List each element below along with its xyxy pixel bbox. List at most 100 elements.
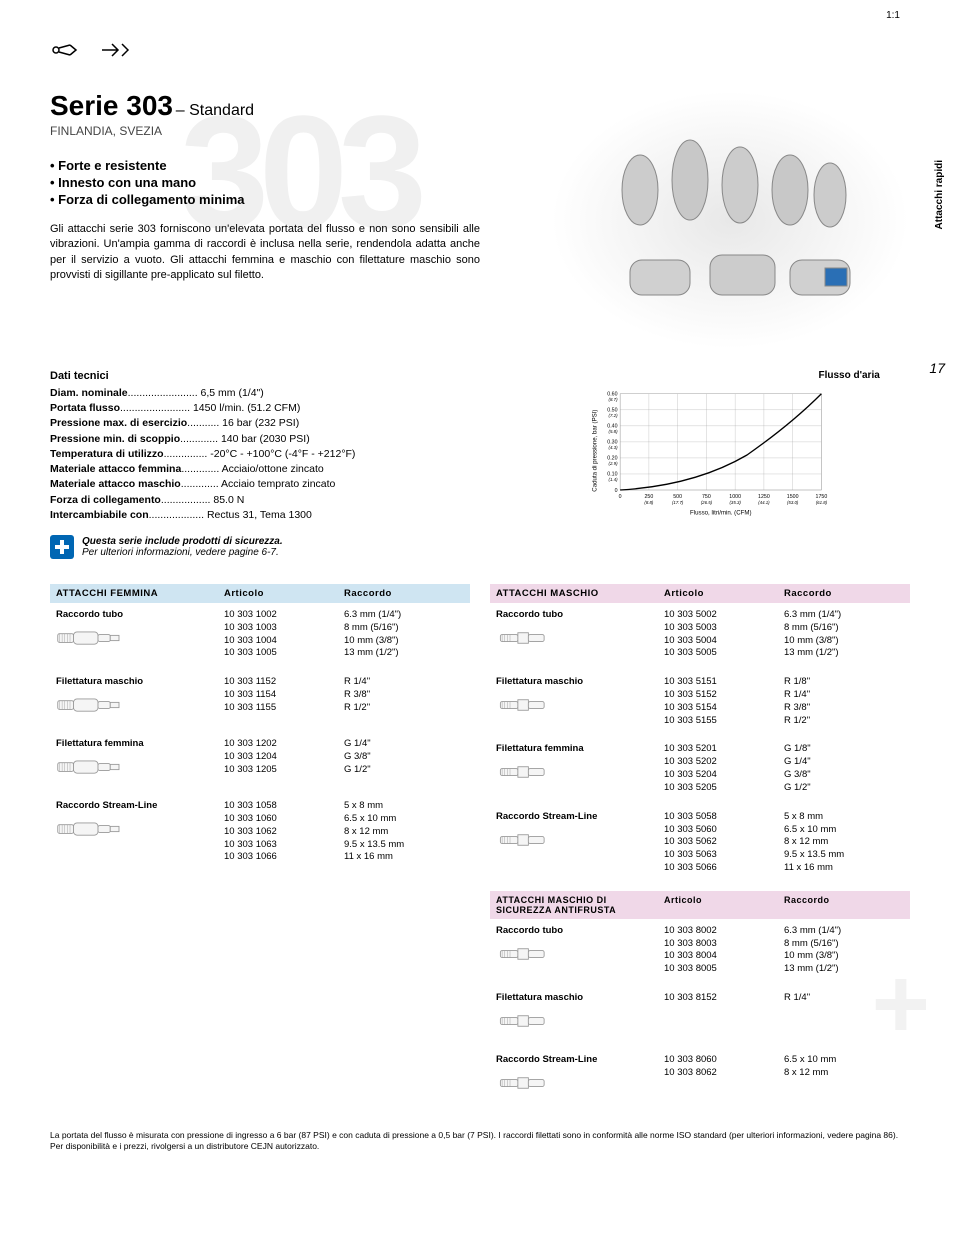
connection-spec: 6.5 x 10 mm xyxy=(784,1054,904,1067)
table-header: ATTACCHI MASCHIOArticoloRaccordo xyxy=(490,584,910,603)
feature-bullet: Forza di collegamento minima xyxy=(50,192,480,207)
connection-spec: 8 x 12 mm xyxy=(344,826,464,839)
connection-spec: R 1/4" xyxy=(344,676,464,689)
svg-text:(26.5): (26.5) xyxy=(701,500,713,505)
article-number: 10 303 1060 xyxy=(224,813,344,826)
tech-row: Materiale attacco femmina............. A… xyxy=(50,462,523,477)
arrow-icon xyxy=(100,40,140,60)
article-number: 10 303 1204 xyxy=(224,751,344,764)
article-number: 10 303 5002 xyxy=(664,609,784,622)
connection-spec: R 3/8" xyxy=(344,689,464,702)
article-number: 10 303 8003 xyxy=(664,938,784,951)
product-group: Raccordo Stream-Line10 303 806010 303 80… xyxy=(490,1048,910,1110)
article-number: 10 303 5004 xyxy=(664,635,784,648)
connection-spec: 13 mm (1/2") xyxy=(784,963,904,976)
footnote: La portata del flusso è misurata con pre… xyxy=(50,1130,910,1152)
connection-spec: 8 x 12 mm xyxy=(784,1067,904,1080)
tech-row: Portata flusso........................ 1… xyxy=(50,401,523,416)
article-number: 10 303 1205 xyxy=(224,764,344,777)
title-suffix: – Standard xyxy=(176,102,254,119)
article-number: 10 303 5005 xyxy=(664,647,784,660)
connection-spec: 11 x 16 mm xyxy=(784,862,904,875)
article-number: 10 303 1058 xyxy=(224,800,344,813)
product-group: Raccordo tubo10 303 800210 303 800310 30… xyxy=(490,919,910,986)
article-number: 10 303 5063 xyxy=(664,849,784,862)
subtitle: FINLANDIA, SVEZIA xyxy=(50,124,480,138)
svg-text:(17.7): (17.7) xyxy=(672,500,684,505)
product-group: Filettatura maschio10 303 115210 303 115… xyxy=(50,670,470,732)
tech-row: Materiale attacco maschio............. A… xyxy=(50,477,523,492)
svg-text:750: 750 xyxy=(702,494,711,500)
svg-text:(44.1): (44.1) xyxy=(758,500,770,505)
scale-label: 1:1 xyxy=(886,10,900,21)
connection-spec: R 1/4" xyxy=(784,992,904,1005)
tech-row: Pressione max. di esercizio........... 1… xyxy=(50,416,523,431)
svg-text:1250: 1250 xyxy=(758,494,770,500)
product-photo xyxy=(550,90,910,350)
svg-text:(8.8): (8.8) xyxy=(644,500,654,505)
page-number: 17 xyxy=(929,360,945,376)
article-number: 10 303 8062 xyxy=(664,1067,784,1080)
product-group: Raccordo tubo10 303 500210 303 500310 30… xyxy=(490,603,910,670)
connection-spec: 10 mm (3/8") xyxy=(784,635,904,648)
product-group: Raccordo Stream-Line10 303 105810 303 10… xyxy=(50,794,470,874)
article-number: 10 303 5058 xyxy=(664,811,784,824)
article-number: 10 303 1005 xyxy=(224,647,344,660)
connection-spec: 13 mm (1/2") xyxy=(784,647,904,660)
connection-spec: 8 x 12 mm xyxy=(784,836,904,849)
article-number: 10 303 5204 xyxy=(664,769,784,782)
article-number: 10 303 8005 xyxy=(664,963,784,976)
svg-text:(8.7): (8.7) xyxy=(609,397,619,402)
svg-text:Caduta di pressione, bar (PSI): Caduta di pressione, bar (PSI) xyxy=(592,410,599,492)
article-number: 10 303 5152 xyxy=(664,689,784,702)
svg-text:0: 0 xyxy=(615,488,618,494)
article-number: 10 303 5062 xyxy=(664,836,784,849)
article-number: 10 303 1154 xyxy=(224,689,344,702)
connection-spec: 6.5 x 10 mm xyxy=(784,824,904,837)
table-subheader: ATTACCHI MASCHIO DI SICUREZZA ANTIFRUSTA… xyxy=(490,891,910,919)
connection-spec: 6.3 mm (1/4") xyxy=(784,925,904,938)
article-number: 10 303 5060 xyxy=(664,824,784,837)
connection-spec: 13 mm (1/2") xyxy=(344,647,464,660)
table-header: ATTACCHI FEMMINAArticoloRaccordo xyxy=(50,584,470,603)
connection-spec: 10 mm (3/8") xyxy=(344,635,464,648)
plus-icon xyxy=(50,535,74,559)
connection-spec: 8 mm (5/16") xyxy=(784,938,904,951)
connection-spec: R 3/8" xyxy=(784,702,904,715)
product-group: Filettatura maschio10 303 515110 303 515… xyxy=(490,670,910,737)
connection-spec: G 3/8" xyxy=(344,751,464,764)
product-group: Filettatura maschio10 303 8152R 1/4" xyxy=(490,986,910,1048)
tech-row: Forza di collegamento................. 8… xyxy=(50,493,523,508)
connection-spec: R 1/2" xyxy=(784,715,904,728)
svg-text:(1.4): (1.4) xyxy=(609,477,619,482)
svg-text:1500: 1500 xyxy=(787,494,799,500)
article-number: 10 303 5066 xyxy=(664,862,784,875)
svg-text:500: 500 xyxy=(673,494,682,500)
article-number: 10 303 8060 xyxy=(664,1054,784,1067)
connection-spec: 8 mm (5/16") xyxy=(344,622,464,635)
connection-spec: 9.5 x 13.5 mm xyxy=(344,839,464,852)
page-title: Serie 303 xyxy=(50,90,173,121)
article-number: 10 303 1003 xyxy=(224,622,344,635)
feature-bullet: Innesto con una mano xyxy=(50,175,480,190)
article-number: 10 303 5155 xyxy=(664,715,784,728)
feature-bullet: Forte e resistente xyxy=(50,158,480,173)
chart-title: Flusso d'aria xyxy=(553,370,880,381)
svg-text:(61.8): (61.8) xyxy=(816,500,828,505)
flow-chart: Caduta di pressione, bar (PSI)0.60(8.7)0… xyxy=(553,385,880,525)
connection-spec: R 1/4" xyxy=(784,689,904,702)
tech-data-title: Dati tecnici xyxy=(50,370,523,382)
connection-spec: 6.3 mm (1/4") xyxy=(344,609,464,622)
svg-text:(5.8): (5.8) xyxy=(609,429,619,434)
tech-row: Intercambiabile con................... R… xyxy=(50,508,523,523)
product-group: Filettatura femmina10 303 520110 303 520… xyxy=(490,737,910,804)
tech-row: Pressione min. di scoppio............. 1… xyxy=(50,432,523,447)
svg-text:250: 250 xyxy=(645,494,654,500)
article-number: 10 303 1202 xyxy=(224,738,344,751)
article-number: 10 303 1062 xyxy=(224,826,344,839)
svg-text:(53.0): (53.0) xyxy=(787,500,799,505)
connection-spec: R 1/2" xyxy=(344,702,464,715)
connection-spec: G 1/2" xyxy=(344,764,464,777)
article-number: 10 303 5003 xyxy=(664,622,784,635)
connection-spec: 9.5 x 13.5 mm xyxy=(784,849,904,862)
